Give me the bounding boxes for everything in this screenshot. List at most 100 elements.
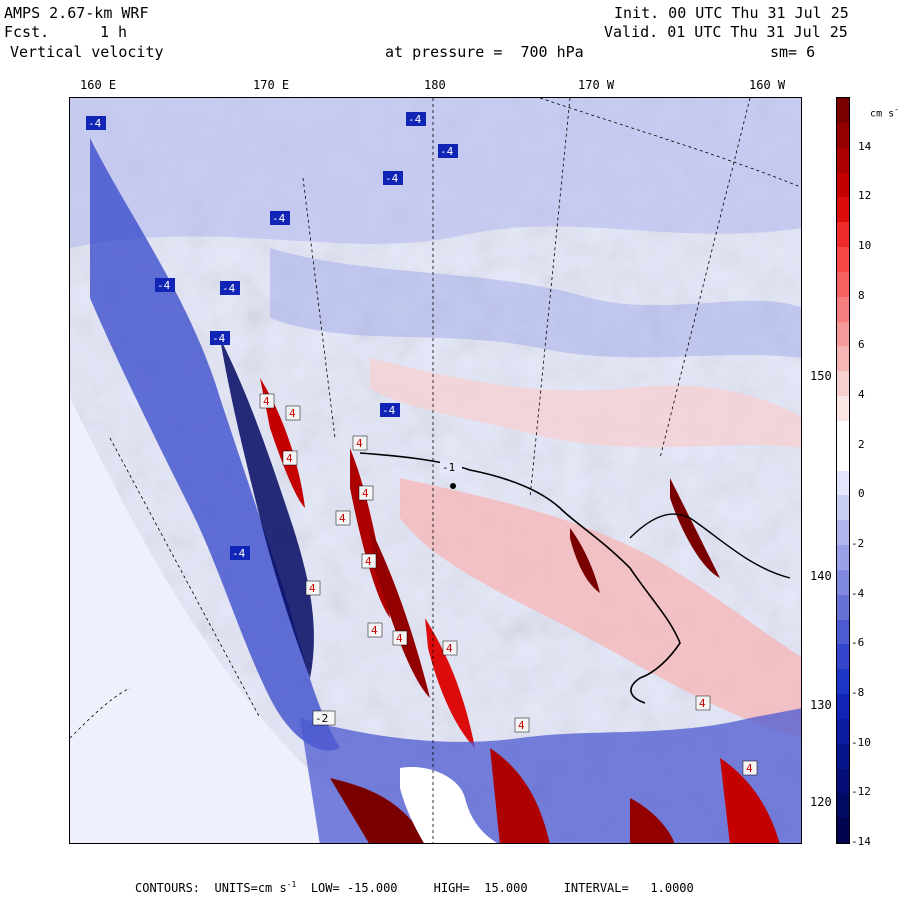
colorbar-tick-label: 10 bbox=[858, 239, 872, 252]
colorbar-tick-label: 2 bbox=[858, 437, 865, 451]
station-marker bbox=[450, 483, 456, 489]
strong-negative-belt bbox=[220, 338, 314, 678]
colorbar bbox=[836, 97, 850, 844]
contour-label: 4 bbox=[396, 632, 403, 645]
colorbar-tick-label: -2 bbox=[851, 537, 865, 550]
contour-label: 4 bbox=[309, 582, 316, 595]
ross-ice-shelf-edge bbox=[359, 452, 681, 704]
lon-label-160w: 160 W bbox=[749, 78, 786, 92]
positive-streak-5 bbox=[670, 478, 720, 578]
colorbar-tick-label: -6 bbox=[851, 636, 865, 650]
colorbar-tick-label: 0 bbox=[858, 487, 865, 501]
negative-coastal-belt bbox=[90, 138, 340, 751]
units-exp: -1 bbox=[286, 880, 297, 889]
colorbar-swatch bbox=[837, 495, 849, 521]
contour-label: 4 bbox=[746, 762, 753, 775]
smoothing-value: sm= 6 bbox=[770, 43, 816, 61]
colorbar-tick-label: 14 bbox=[858, 139, 872, 153]
colorbar-swatch bbox=[837, 147, 849, 173]
colorbar-swatch bbox=[837, 694, 849, 720]
colorbar-tick-label: 4 bbox=[858, 388, 865, 401]
colorbar-swatch bbox=[837, 644, 849, 670]
colorbar-swatch bbox=[837, 172, 849, 198]
coastline-east bbox=[629, 513, 791, 579]
colorbar-swatch bbox=[837, 321, 849, 347]
colorbar-swatch bbox=[837, 619, 849, 645]
positive-band-1 bbox=[370, 358, 801, 448]
graticule-meridians bbox=[109, 98, 751, 843]
positive-region-center bbox=[400, 478, 801, 738]
contour-label: -4 bbox=[408, 113, 422, 126]
contour-label: -4 bbox=[385, 172, 399, 185]
colorbar-units: cm s-1 bbox=[870, 105, 900, 120]
colorbar-swatch bbox=[837, 346, 849, 372]
colorbar-tick-label: -14 bbox=[851, 835, 871, 848]
colorbar-swatch bbox=[837, 818, 849, 844]
positive-bottom-1 bbox=[330, 778, 429, 843]
colorbar-swatch bbox=[837, 743, 849, 769]
contour-label: -4 bbox=[440, 145, 454, 158]
lon-label-160e: 160 E bbox=[80, 78, 117, 92]
variable-name: Vertical velocity bbox=[10, 43, 164, 61]
colorbar-swatch bbox=[837, 296, 849, 322]
positive-bottom-4 bbox=[720, 758, 780, 843]
positive-streak-3 bbox=[370, 528, 430, 698]
colorbar-swatch bbox=[837, 793, 849, 819]
contours-label: CONTOURS: bbox=[135, 881, 201, 895]
contour-label: -4 bbox=[382, 404, 396, 417]
colorbar-swatch bbox=[837, 445, 849, 471]
lon-label-170w: 170 W bbox=[578, 78, 615, 92]
contour-label: -2 bbox=[315, 712, 328, 725]
colorbar-tick-label: -10 bbox=[851, 735, 871, 749]
contour-label: -4 bbox=[157, 279, 171, 292]
contour-label: 4 bbox=[518, 719, 525, 732]
contour-label: 4 bbox=[356, 437, 363, 450]
colorbar-swatch bbox=[837, 122, 849, 149]
colorbar-swatch bbox=[837, 545, 849, 571]
colorbar-swatch bbox=[837, 247, 849, 273]
colorbar-swatch bbox=[837, 470, 849, 496]
lon-label-180: 180 bbox=[424, 78, 446, 92]
valid-time: Valid. 01 UTC Thu 31 Jul 25 bbox=[604, 23, 848, 41]
contour-label: 4 bbox=[339, 512, 346, 525]
contour-label: 4 bbox=[365, 555, 372, 568]
low-value: LOW= -15.000 bbox=[310, 881, 398, 895]
colorbar-tick-label: -12 bbox=[851, 785, 871, 799]
colorbar-swatch bbox=[837, 197, 849, 223]
high-value: HIGH= 15.000 bbox=[433, 881, 528, 895]
contour-label: -4 bbox=[222, 282, 236, 295]
contour-label: 4 bbox=[699, 697, 706, 710]
ice-sheet-pale bbox=[70, 398, 423, 843]
lon-label-170e: 170 E bbox=[253, 78, 290, 92]
colorbar-tick-label: -8 bbox=[851, 686, 865, 699]
colorbar-tick-label: 6 bbox=[858, 338, 865, 352]
positive-streak-1 bbox=[260, 378, 305, 508]
contour-label: 4 bbox=[362, 487, 369, 500]
contour-label: 4 bbox=[263, 395, 270, 408]
negative-band-2 bbox=[270, 248, 801, 358]
colorbar-swatch bbox=[837, 594, 849, 620]
positive-bottom-2 bbox=[490, 748, 550, 843]
model-title: AMPS 2.67-km WRF bbox=[4, 4, 149, 22]
pressure-level: at pressure = 700 hPa bbox=[385, 43, 584, 61]
contour-labels: -4 -4 -4 -4 -4 -4 -4 -4 -4 -4 4 4 4 4 4 … bbox=[86, 112, 758, 776]
colorbar-tick-label: 8 bbox=[858, 288, 865, 302]
colorbar-tick-label: -4 bbox=[851, 586, 865, 600]
contour-label: 4 bbox=[446, 642, 453, 655]
contour-label: 4 bbox=[289, 407, 296, 420]
contour-label: -4 bbox=[232, 547, 246, 560]
contour-label: -4 bbox=[212, 332, 226, 345]
forecast-value: 1 h bbox=[100, 23, 128, 41]
colorbar-swatch bbox=[837, 520, 849, 546]
colorbar-swatch bbox=[837, 396, 849, 422]
colorbar-swatch bbox=[837, 569, 849, 596]
positive-bottom-3 bbox=[630, 798, 675, 843]
forecast-label: Fcst. bbox=[4, 23, 50, 41]
contour-label: -1 bbox=[442, 461, 455, 474]
colorbar-tick-label: 12 bbox=[858, 189, 872, 203]
contour-label: -4 bbox=[88, 117, 102, 130]
units-label: UNITS=cm s bbox=[214, 881, 287, 895]
colorbar-swatch bbox=[837, 371, 849, 397]
ice-shelf-white bbox=[400, 767, 497, 843]
colorbar-swatch bbox=[837, 768, 849, 794]
